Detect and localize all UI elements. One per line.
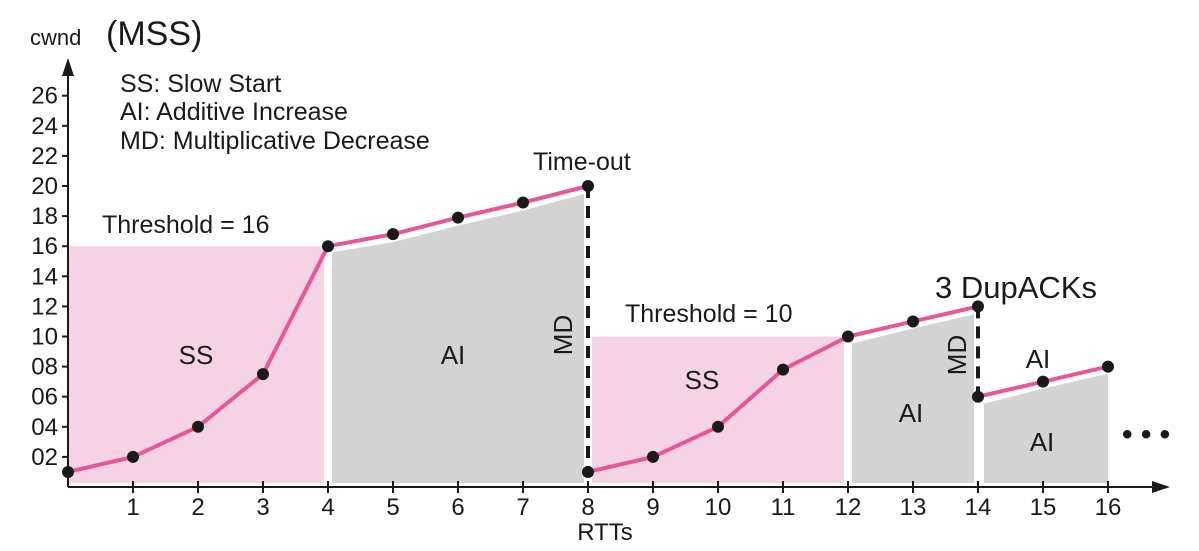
y-tick-label: 24 <box>31 113 58 140</box>
data-point <box>582 465 594 478</box>
x-tick-label: 2 <box>191 494 204 521</box>
x-tick-label: 14 <box>965 494 992 521</box>
tick-labels: 1 2 3 4 5 6 7 8 9 10 11 12 13 14 15 1602040608101214161… <box>31 83 1121 521</box>
x-tick-label: 10 <box>705 494 732 521</box>
y-tick-label: 20 <box>31 173 58 200</box>
y-tick-label: 22 <box>31 143 58 170</box>
region-fills <box>68 194 1108 483</box>
y-tick-label: 04 <box>31 414 58 441</box>
y-tick-label: 08 <box>31 354 58 381</box>
y-tick-label: 14 <box>31 263 58 290</box>
legend-item-ai: AI: Additive Increase <box>120 98 348 126</box>
data-point <box>972 300 984 313</box>
md-label-2: MD <box>942 335 972 375</box>
threshold-label-2: Threshold = 10 <box>625 300 792 328</box>
x-tick-label: 6 <box>451 494 464 521</box>
continuation-ellipsis: • • • <box>1122 418 1170 451</box>
x-tick-label: 9 <box>646 494 659 521</box>
annotations: cwnd (MSS) RTTs SS: Slow Start AI: Addit… <box>30 15 1170 546</box>
ss-region-fill <box>68 246 324 483</box>
region-label-ai-2: AI <box>899 398 924 428</box>
data-point <box>517 196 529 209</box>
x-tick-label: 1 <box>126 494 139 521</box>
x-tick-label: 5 <box>386 494 399 521</box>
x-axis-label: RTTs <box>577 519 633 546</box>
data-point <box>62 465 74 478</box>
region-label-ss-1: SS <box>179 340 214 370</box>
x-tick-label: 15 <box>1030 494 1057 521</box>
ai-region-fill <box>332 194 584 483</box>
x-tick-label: 8 <box>581 494 594 521</box>
data-point <box>192 420 204 433</box>
y-tick-label: 10 <box>31 324 58 351</box>
y-tick-label: 02 <box>31 444 58 471</box>
y-axis-arrow <box>62 58 74 76</box>
y-tick-label: 26 <box>31 83 58 110</box>
x-tick-label: 12 <box>835 494 862 521</box>
data-point <box>907 315 919 328</box>
region-label-ai-1: AI <box>441 340 466 370</box>
x-tick-label: 7 <box>516 494 529 521</box>
data-point <box>387 228 399 241</box>
data-point <box>972 390 984 403</box>
data-point <box>777 363 789 376</box>
data-point <box>322 240 334 253</box>
y-tick-label: 12 <box>31 293 58 320</box>
y-axis-label-prefix: cwnd <box>30 25 81 50</box>
ai-region-fill <box>852 314 974 483</box>
data-point <box>1102 360 1114 373</box>
data-point <box>257 368 269 381</box>
x-tick-label: 3 <box>256 494 269 521</box>
region-label-ai-4: AI <box>1030 427 1055 457</box>
x-tick-label: 16 <box>1095 494 1122 521</box>
data-point <box>127 450 139 463</box>
y-axis-label-unit: (MSS) <box>106 15 202 53</box>
x-tick-label: 11 <box>771 494 796 521</box>
region-label-ss-2: SS <box>685 365 720 395</box>
axes <box>62 58 1170 493</box>
region-label-ai-3: AI <box>1026 344 1051 374</box>
x-axis-arrow <box>1152 481 1170 493</box>
md-label-1: MD <box>548 315 578 355</box>
legend-item-md: MD: Multiplicative Decrease <box>120 127 430 155</box>
data-point <box>712 420 724 433</box>
x-tick-label: 4 <box>321 494 334 521</box>
timeout-label: Time-out <box>533 148 631 176</box>
legend-item-ss: SS: Slow Start <box>120 70 281 98</box>
y-tick-label: 18 <box>31 203 58 230</box>
data-point <box>647 450 659 463</box>
x-tick-label: 13 <box>900 494 927 521</box>
data-points <box>62 180 1114 478</box>
y-tick-label: 16 <box>31 233 58 260</box>
dupacks-label: 3 DupACKs <box>935 270 1097 305</box>
data-point <box>1037 375 1049 388</box>
data-point <box>452 211 464 224</box>
ai-region-fill <box>984 373 1108 483</box>
y-tick-label: 06 <box>31 384 58 411</box>
data-point <box>842 330 854 343</box>
data-point <box>582 180 594 192</box>
threshold-label-1: Threshold = 16 <box>102 211 269 239</box>
